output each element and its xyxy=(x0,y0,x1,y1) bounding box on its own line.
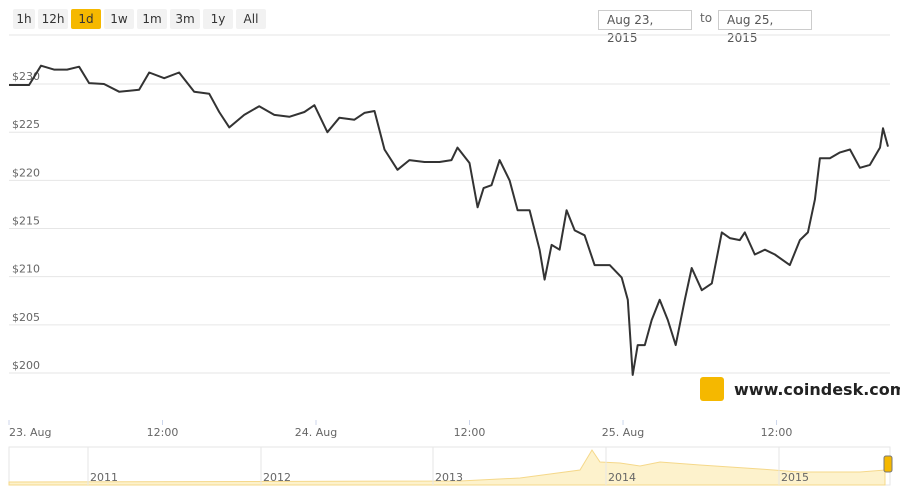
navigator-label: 2013 xyxy=(435,471,463,484)
navigator-label: 2014 xyxy=(608,471,636,484)
price-line xyxy=(9,64,889,376)
navigator-label: 2011 xyxy=(90,471,118,484)
x-tick-label: 25. Aug xyxy=(602,426,644,439)
x-tick-label: 12:00 xyxy=(454,426,486,439)
y-tick-label: $215 xyxy=(12,215,40,228)
logo-text: www.coindesk.com xyxy=(734,379,900,399)
range-button[interactable]: 1m xyxy=(137,9,167,29)
date-separator: to xyxy=(700,11,713,25)
range-button[interactable]: 1w xyxy=(104,9,134,29)
navigator-handle xyxy=(883,455,893,473)
x-tick-label: 24. Aug xyxy=(295,426,337,439)
range-button[interactable]: 3m xyxy=(170,9,200,29)
navigator-series xyxy=(8,449,886,486)
y-tick-label: $225 xyxy=(12,118,40,131)
range-button[interactable]: All xyxy=(236,9,266,29)
logo: www.coindesk.com xyxy=(700,377,900,401)
logo-icon xyxy=(700,377,724,401)
range-button[interactable]: 1h xyxy=(13,9,35,29)
navigator-label: 2012 xyxy=(263,471,291,484)
x-tick-label: 12:00 xyxy=(147,426,179,439)
y-tick-label: $210 xyxy=(12,263,40,276)
range-button[interactable]: 1d xyxy=(71,9,101,29)
range-button[interactable]: 1y xyxy=(203,9,233,29)
x-tick-label: 23. Aug xyxy=(9,426,51,439)
y-tick-label: $220 xyxy=(12,166,40,179)
navigator-label: 2015 xyxy=(781,471,809,484)
x-tick-label: 12:00 xyxy=(761,426,793,439)
y-tick-label: $200 xyxy=(12,359,40,372)
y-tick-label: $205 xyxy=(12,311,40,324)
y-tick-label: $230 xyxy=(12,70,40,83)
range-button[interactable]: 12h xyxy=(38,9,68,29)
